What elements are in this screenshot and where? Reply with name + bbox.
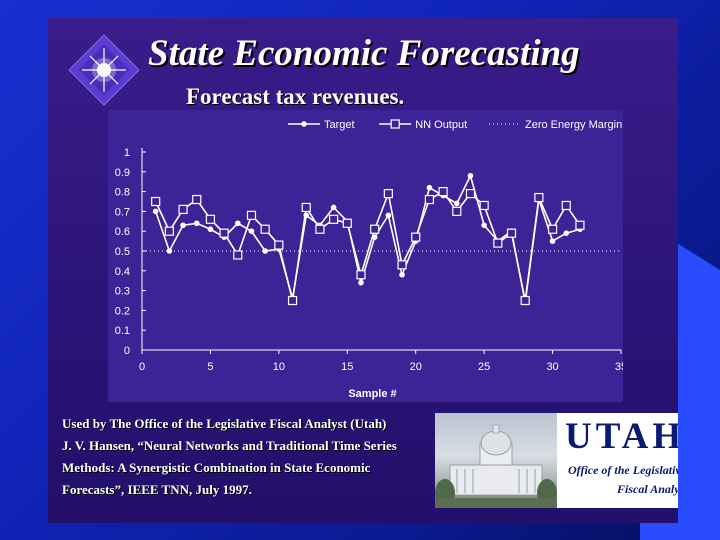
target-point (207, 226, 214, 233)
nn-output-point (205, 214, 216, 224)
y-tick-label: 0.5 (115, 246, 130, 258)
slide-title: State Economic Forecasting (148, 33, 580, 74)
nn-output-point (151, 196, 161, 207)
nn-output-point (329, 214, 339, 224)
nn-output-point (465, 188, 476, 199)
target-point (481, 222, 487, 229)
target-point (166, 248, 173, 254)
target-point (467, 172, 474, 179)
slide-subtitle: Forecast tax revenues. (186, 84, 405, 109)
nn-output-point (411, 232, 421, 242)
sparkle-star-icon (68, 34, 140, 106)
x-tick-label: 25 (478, 361, 490, 373)
target-point (193, 220, 200, 227)
nn-output-point (452, 206, 462, 217)
nn-output-point (520, 295, 530, 306)
caption-line: Forecasts”, IEEE TNN, July 1997. (62, 482, 252, 497)
nn-output-point (164, 226, 174, 236)
nn-output-point (370, 224, 380, 234)
nn-output-point (438, 186, 448, 197)
target-point (330, 204, 337, 211)
logo-office-line: Fiscal Analys (617, 482, 678, 496)
nn-output-point (356, 270, 366, 280)
logo-office-line: Office of the Legislative (568, 463, 678, 477)
nn-output-point (506, 228, 517, 238)
nn-output-point (397, 260, 407, 270)
plot-background (108, 110, 623, 402)
y-tick-label: 0 (124, 345, 130, 357)
legend-marker (301, 121, 307, 127)
target-point (358, 279, 364, 286)
x-tick-label: 5 (207, 361, 213, 373)
chart-area: 0 0.1 0.2 0.3 0.4 0.5 0.6 0.7 0.8 0.9 1 0 5 10 15 20 25 3… (85, 110, 627, 402)
nn-output-point (493, 238, 503, 248)
x-tick-label: 15 (341, 361, 353, 373)
nn-output-point (260, 224, 270, 234)
caption-line: Methods: A Synergistic Combination in St… (62, 460, 371, 475)
nn-output-point (178, 204, 188, 215)
target-point (152, 208, 159, 215)
y-tick-label: 1 (124, 147, 130, 159)
nn-output-point (383, 188, 393, 199)
nn-output-point (315, 224, 325, 234)
nn-output-point (561, 200, 571, 211)
x-tick-label: 35 (615, 361, 623, 373)
nn-output-point (246, 210, 257, 220)
x-tick-label: 20 (410, 361, 422, 373)
y-tick-label: 0.4 (115, 266, 130, 278)
caption-line: Used by The Office of the Legislative Fi… (62, 416, 387, 431)
target-point (248, 228, 255, 234)
nn-output-point (479, 200, 489, 211)
y-tick-label: 0.2 (115, 305, 130, 317)
y-tick-label: 0.7 (115, 206, 130, 218)
y-tick-label: 0.9 (115, 167, 130, 179)
x-tick-label: 30 (546, 361, 558, 373)
target-point (262, 248, 268, 254)
nn-output-point (219, 228, 229, 238)
nn-output-point (342, 218, 352, 228)
legend-marker (390, 119, 400, 129)
line-chart: 00.10.20.30.40.50.60.70.80.910 5 10 15 20 25 3… (85, 110, 627, 402)
capitol-building-image (435, 413, 557, 508)
x-tick-label: 10 (273, 361, 285, 373)
target-point (426, 184, 433, 191)
target-point (453, 200, 460, 207)
nn-output-point (274, 240, 284, 250)
target-point (563, 230, 570, 236)
y-tick-label: 0.3 (115, 286, 130, 298)
logo-title: UTAH (565, 416, 678, 457)
nn-output-point (547, 224, 558, 234)
legend-label: Zero Energy Margin (525, 119, 622, 131)
citation-caption: Used by The Office of the Legislative Fi… (62, 413, 397, 501)
target-point (385, 212, 392, 219)
nn-output-point (575, 220, 585, 230)
capitol-building-icon (435, 424, 557, 508)
utah-office-logo: UTAH Office of the Legislative Fiscal An… (435, 413, 678, 508)
nn-output-point (233, 250, 243, 260)
y-tick-label: 0.1 (115, 325, 130, 337)
target-point (399, 271, 405, 278)
nn-output-point (424, 194, 434, 205)
nn-output-point (287, 295, 298, 306)
target-point (235, 220, 241, 227)
y-tick-label: 0.6 (115, 226, 130, 238)
nn-output-point (301, 202, 311, 213)
x-tick-label: 0 (139, 361, 145, 373)
nn-output-point (192, 194, 202, 205)
legend-label: NN Output (415, 119, 467, 131)
target-point (549, 238, 556, 244)
target-point (180, 222, 186, 229)
nn-output-point (534, 192, 544, 203)
caption-line: J. V. Hansen, “Neural Networks and Tradi… (62, 438, 397, 453)
x-axis-label: Sample # (348, 388, 396, 400)
y-tick-label: 0.8 (115, 187, 130, 199)
legend-label: Target (324, 119, 355, 131)
